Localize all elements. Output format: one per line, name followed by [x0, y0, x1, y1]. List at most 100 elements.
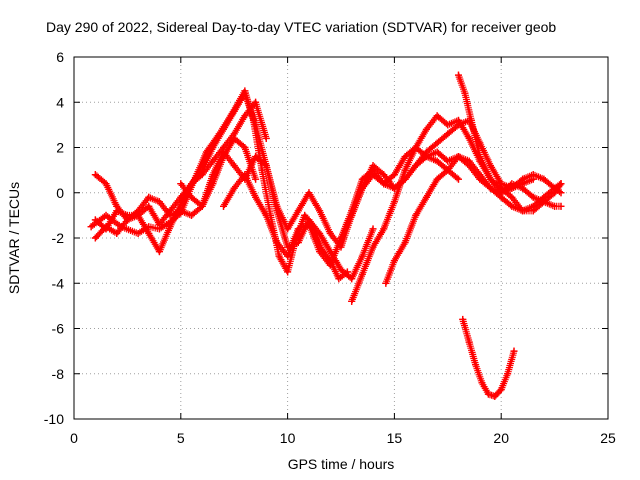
data-point — [113, 202, 121, 210]
data-point — [113, 229, 121, 237]
data-point — [412, 211, 420, 219]
series-track-10 — [454, 71, 537, 197]
y-tick-label: 4 — [56, 94, 64, 110]
data-point — [230, 107, 238, 115]
data-point — [390, 171, 398, 179]
data-point — [476, 171, 484, 179]
data-point — [491, 392, 499, 400]
data-point — [465, 338, 473, 346]
y-tick-label: 6 — [56, 49, 64, 65]
data-point — [337, 266, 345, 274]
data-point — [401, 153, 409, 161]
data-point — [382, 279, 390, 287]
data-point — [284, 225, 292, 233]
data-point — [87, 223, 95, 231]
data-point — [316, 248, 324, 256]
data-point — [465, 134, 473, 142]
data-point — [209, 157, 217, 165]
data-point — [519, 180, 527, 188]
data-point — [454, 71, 462, 79]
data-point — [540, 175, 548, 183]
data-point — [508, 193, 516, 201]
data-point — [487, 162, 495, 170]
data-point — [422, 125, 430, 133]
data-point — [380, 225, 388, 233]
data-point — [241, 89, 249, 97]
data-point — [275, 252, 283, 260]
data-point — [487, 175, 495, 183]
y-tick-label: -2 — [52, 230, 65, 246]
data-point — [472, 361, 480, 369]
data-point — [230, 162, 238, 170]
data-point — [412, 144, 420, 151]
data-point — [166, 211, 174, 219]
data-point — [209, 144, 217, 151]
data-point — [102, 180, 110, 188]
data-point — [284, 252, 292, 260]
data-point — [220, 125, 228, 133]
data-point — [220, 202, 228, 210]
data-point — [187, 193, 195, 201]
data-point — [134, 229, 142, 237]
chart-title: Day 290 of 2022, Sidereal Day-to-day VTE… — [46, 19, 556, 35]
data-point — [557, 189, 565, 197]
data-point — [252, 175, 260, 183]
data-point — [91, 234, 99, 242]
data-point — [252, 153, 260, 161]
data-point — [508, 184, 516, 192]
data-point — [497, 189, 505, 197]
data-point — [102, 223, 110, 231]
data-point — [348, 275, 356, 283]
data-point — [540, 193, 548, 201]
data-point — [454, 153, 462, 161]
series-layer — [87, 71, 565, 400]
grid — [74, 57, 608, 419]
data-point — [433, 139, 441, 147]
data-markers — [459, 315, 518, 400]
data-point — [510, 347, 518, 355]
data-point — [305, 189, 313, 197]
data-point — [433, 112, 441, 120]
data-point — [252, 121, 260, 129]
data-point — [401, 239, 409, 247]
data-point — [444, 130, 452, 138]
data-point — [519, 207, 527, 215]
data-point — [230, 134, 238, 142]
data-point — [358, 270, 366, 278]
data-point — [380, 171, 388, 179]
series-track-4 — [91, 134, 260, 224]
data-markers — [91, 134, 260, 224]
data-point — [390, 257, 398, 265]
data-point — [433, 148, 441, 156]
data-point — [145, 229, 153, 237]
data-point — [316, 229, 324, 237]
data-point — [102, 211, 110, 219]
data-point — [401, 166, 409, 174]
y-tick-label: -8 — [52, 366, 65, 382]
data-point — [390, 198, 398, 206]
data-point — [348, 211, 356, 219]
y-tick-label: -4 — [52, 275, 65, 291]
data-point — [380, 180, 388, 188]
data-point — [348, 297, 356, 305]
data-point — [241, 144, 249, 151]
data-point — [497, 386, 505, 394]
data-point — [230, 184, 238, 192]
y-tick-label: 2 — [56, 140, 64, 156]
data-point — [358, 252, 366, 260]
data-point — [369, 225, 377, 233]
x-tick-label: 0 — [70, 430, 78, 446]
data-point — [273, 202, 281, 210]
data-point — [294, 207, 302, 215]
data-point — [155, 198, 163, 206]
data-point — [412, 162, 420, 170]
data-markers — [91, 98, 270, 242]
data-point — [187, 180, 195, 188]
y-tick-label: -10 — [44, 411, 64, 427]
data-point — [467, 116, 475, 124]
data-point — [444, 157, 452, 165]
data-point — [91, 171, 99, 179]
data-point — [177, 193, 185, 201]
data-point — [478, 379, 486, 387]
